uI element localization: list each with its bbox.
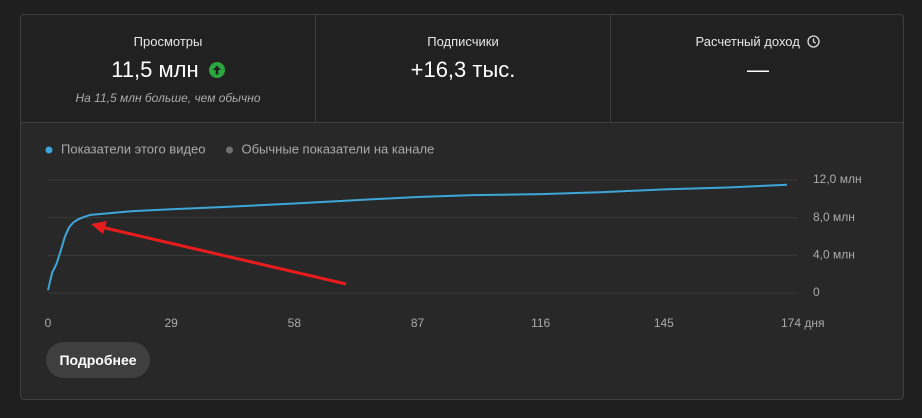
metric-value: +16,3 тыс.	[410, 57, 516, 82]
metric-value-text: 11,5 млн	[111, 57, 199, 82]
y-tick-label: 8,0 млн	[813, 210, 855, 224]
x-tick-label: 0	[45, 316, 52, 330]
metric-tile[interactable]: Подписчики +16,3 тыс.	[316, 15, 611, 123]
y-tick-label: 12,0 млн	[813, 172, 862, 186]
data-line	[47, 183, 788, 291]
y-tick-label: 4,0 млн	[813, 248, 855, 262]
x-tick-label: 87	[411, 316, 425, 330]
metric-tile[interactable]: Просмотры 11,5 млн На 11,5 млн больше, ч…	[21, 15, 316, 123]
arrow-head	[91, 221, 107, 234]
x-tick-label: 29	[164, 316, 178, 330]
more-button[interactable]: Подробнее	[46, 342, 150, 378]
legend-dot	[45, 146, 53, 154]
legend-label: Показатели этого видео	[61, 141, 206, 156]
metric-label: Просмотры	[133, 34, 203, 49]
x-tick-label: 174 дня	[781, 316, 824, 330]
clock-icon	[807, 35, 821, 48]
annotation-arrow	[91, 221, 347, 286]
arrow-shaft	[100, 225, 347, 286]
legend-label: Обычные показатели на канале	[242, 141, 435, 156]
x-tick-label: 58	[288, 316, 302, 330]
metric-note: На 11,5 млн больше, чем обычно	[75, 91, 261, 105]
analytics-card: Просмотры 11,5 млн На 11,5 млн больше, ч…	[20, 14, 904, 400]
metric-tile[interactable]: Расчетный доход —	[611, 15, 903, 123]
metric-value: 11,5 млн	[21, 57, 315, 83]
metric-label-text: Расчетный доход	[695, 34, 800, 49]
chart: Показатели этого видео Обычные показатели…	[45, 141, 862, 330]
legend-dot	[226, 146, 233, 154]
x-tick-label: 145	[654, 316, 674, 330]
metric-value: —	[747, 57, 769, 82]
x-tick-label: 116	[531, 316, 550, 330]
metric-label: Подписчики	[427, 34, 499, 49]
metric-label: Расчетный доход	[611, 34, 903, 49]
y-tick-label: 0	[813, 285, 820, 299]
up-icon	[208, 62, 225, 78]
